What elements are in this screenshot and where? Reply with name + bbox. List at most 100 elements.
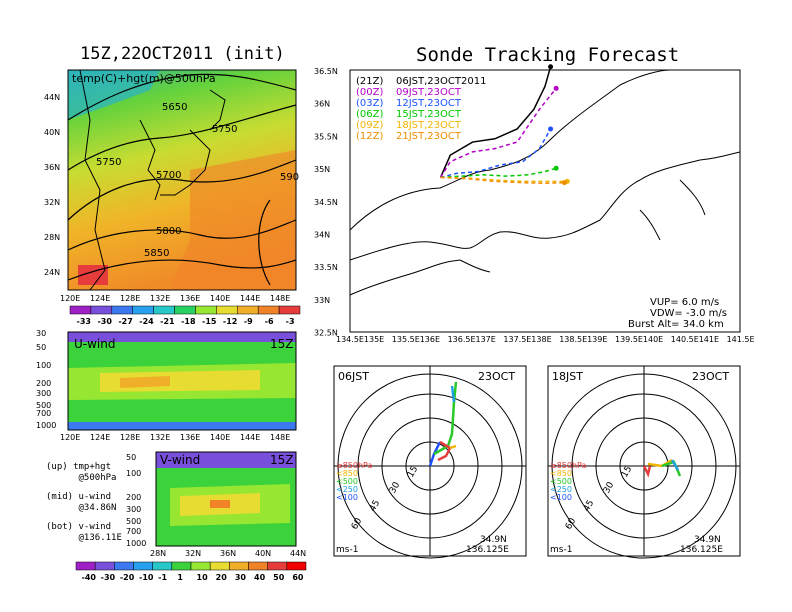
lon-tick-label: 135.5E	[392, 335, 420, 344]
level-label: ≥850hPa	[336, 461, 373, 470]
lon-tick-label: 148E	[270, 294, 290, 303]
polar-lon: 136.125E	[680, 545, 723, 555]
ring-label: 45	[582, 499, 596, 514]
note-bot: (bot) v-wind @136.11E	[46, 522, 122, 543]
track-line	[439, 87, 557, 178]
level-label: <500	[550, 477, 572, 486]
track-frame	[349, 69, 741, 333]
level-legend: ≥850hPa <850 <500 <250 <100	[550, 461, 587, 502]
level-label: <100	[336, 493, 358, 502]
polar-time: 06JST	[338, 370, 369, 383]
polar-date: 23OCT	[478, 370, 515, 383]
u-frame	[67, 331, 297, 431]
pressure-tick-label: 100	[126, 469, 141, 478]
colorbar-label: 40	[254, 573, 266, 582]
lon-tick-label: 139.5E	[615, 335, 643, 344]
colorbar-label: -30	[101, 573, 116, 582]
polar-right: 18JST 23OCT 15 30 45 60 ≥850hPa <850 <50…	[547, 365, 741, 559]
colorbar-swatch	[132, 305, 154, 315]
u-title: U-wind	[74, 337, 115, 351]
lat-ticks: 36.5N 36N 35.5N 35N 34.5N 34N 33.5N 33N 32.5N	[314, 67, 338, 338]
upper-colorbar: -33 -30 -27 -24 -21 -18 -15 -12 -9 -6 -3	[69, 305, 301, 326]
level-label: <100	[550, 493, 572, 502]
lon-tick-label: 128E	[120, 433, 140, 442]
lon-tick-label: 141.5E	[727, 335, 755, 344]
lon-tick-label: 128E	[120, 294, 140, 303]
lat-tick-label: 32N	[185, 549, 201, 558]
lat-tick-label: 28N	[44, 233, 60, 242]
colorbar-label: 50	[273, 573, 285, 582]
lon-tick-label: 136.5E	[448, 335, 476, 344]
colorbar-label: -30	[97, 317, 112, 326]
lon-tick-label: 138E	[531, 335, 551, 344]
colorbar-label: -6	[265, 317, 274, 326]
legend-entry: 09JST,23OCT	[396, 87, 462, 98]
level-label: <850	[550, 469, 572, 478]
colorbar-swatch	[209, 561, 230, 571]
legend-code: (00Z)	[356, 87, 383, 98]
param-vdw: VDW= -3.0 m/s	[650, 308, 727, 319]
colorbar-label: -12	[223, 317, 237, 326]
track-endpoint	[548, 126, 554, 132]
polar-date: 23OCT	[692, 370, 729, 383]
param-vup: VUP= 6.0 m/s	[650, 297, 719, 308]
legend-code: (09Z)	[356, 120, 383, 131]
track-line	[440, 167, 557, 179]
pressure-tick-label: 30	[36, 329, 46, 338]
pressure-tick-label: 200	[36, 379, 51, 388]
contour-label: 5700	[156, 170, 181, 181]
upper-map-frame	[67, 69, 297, 291]
lon-tick-label: 136E	[180, 294, 200, 303]
colorbar-swatch	[237, 305, 259, 315]
left-title: 15Z,22OCT2011 (init)	[80, 44, 285, 64]
contour-label: 5800	[156, 226, 181, 237]
colorbar-label: -15	[202, 317, 217, 326]
colorbar-label: -40	[82, 573, 97, 582]
range-rings	[548, 366, 740, 559]
polar-time: 18JST	[552, 370, 583, 383]
lon-tick-label: 124E	[90, 294, 110, 303]
pressure-tick-label: 700	[36, 409, 51, 418]
note-up: (up) tmp+hgt @500hPa	[46, 462, 117, 483]
pressure-tick-label: 500	[126, 517, 141, 526]
polar-unit: ms-1	[550, 545, 572, 555]
colorbar-label: 10	[197, 573, 209, 582]
lat-tick-label: 36N	[44, 163, 60, 172]
colorbar-swatch	[69, 305, 92, 315]
legend-entry: 12JST,23OCT	[396, 98, 462, 109]
lon-tick-label: 137E	[476, 335, 496, 344]
colorbar-label: -24	[139, 317, 154, 326]
track-endpoint	[562, 180, 567, 186]
right-title: Sonde Tracking Forecast	[416, 44, 680, 66]
u-time: 15Z	[270, 337, 294, 351]
colorbar-swatch	[171, 561, 192, 571]
upper-map-label: temp(C)+hgt(m)@500hPa	[72, 72, 216, 85]
level-label: ≥850hPa	[550, 461, 587, 470]
colorbar-swatch	[190, 561, 211, 571]
colorbar-swatch	[174, 305, 196, 315]
lat-tick-label: 44N	[44, 93, 60, 102]
level-label: <500	[336, 477, 358, 486]
coastlines	[79, 69, 226, 291]
lat-tick-label: 32N	[44, 198, 60, 207]
legend-entry: 21JST,23OCT	[396, 131, 462, 142]
pressure-tick-label: 200	[126, 493, 141, 502]
v-max	[210, 500, 230, 508]
u-upper-band	[68, 332, 296, 342]
colorbar-swatch	[152, 561, 173, 571]
lat-tick-label: 33N	[314, 296, 330, 305]
legend-entry: 15JST,23OCT	[396, 109, 462, 120]
colorbar-swatch	[94, 561, 115, 571]
u-surface-band	[68, 422, 296, 430]
colorbar-swatch	[153, 305, 175, 315]
lon-tick-label: 144E	[240, 433, 260, 442]
level-legend: ≥850hPa <850 <500 <250 <100	[336, 461, 373, 502]
colorbar-swatch	[111, 305, 133, 315]
colorbar-swatch	[90, 305, 113, 315]
colorbar-swatch	[286, 561, 307, 571]
lat-tick-label: 33.5N	[314, 263, 338, 272]
v-frame	[155, 451, 297, 547]
track-map: (21Z) 06JST,23OCT2011 (00Z) 09JST,23OCT (03Z…	[314, 64, 755, 344]
